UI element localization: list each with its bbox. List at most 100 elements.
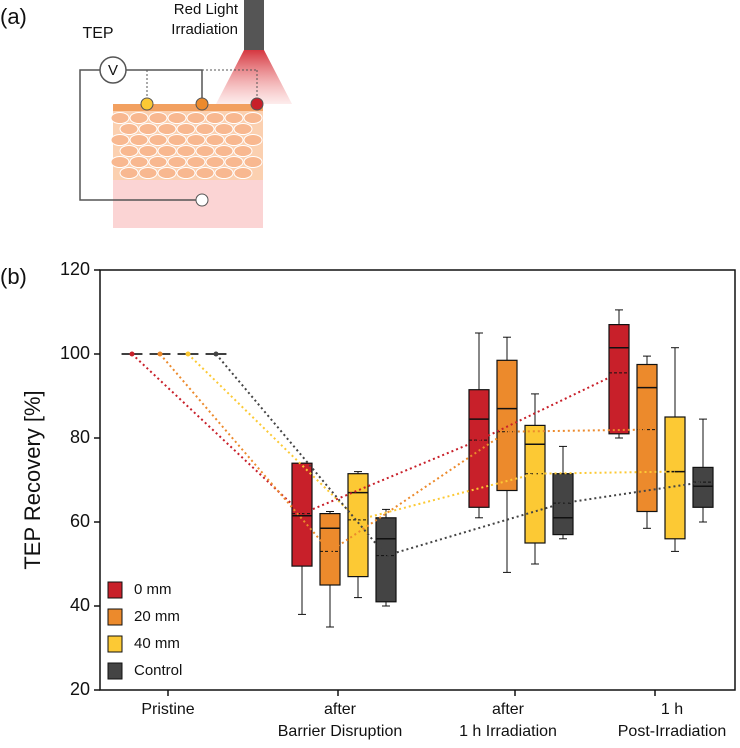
cell	[214, 145, 234, 157]
y-tick-label: 120	[60, 259, 90, 279]
cell	[138, 167, 158, 179]
panel-label: (b)	[0, 264, 27, 289]
box	[319, 512, 341, 586]
y-tick-label: 60	[70, 511, 90, 531]
legend-swatch	[107, 581, 123, 599]
legend-swatch	[107, 635, 123, 653]
wire	[126, 69, 203, 98]
cell	[119, 167, 139, 179]
tep-label: TEP	[82, 25, 113, 42]
cell	[224, 134, 244, 146]
voltmeter-label: V	[108, 62, 118, 79]
cell	[195, 123, 215, 135]
box	[692, 466, 714, 508]
cell	[176, 145, 196, 157]
box	[552, 473, 574, 536]
cell	[224, 112, 244, 124]
cell	[138, 123, 158, 135]
cell	[186, 156, 206, 168]
cell	[205, 112, 225, 124]
cell	[167, 112, 187, 124]
box	[664, 416, 686, 540]
wire	[79, 69, 196, 201]
cell	[243, 156, 263, 168]
x-tick-label: after	[492, 701, 525, 718]
cell	[233, 123, 253, 135]
box	[347, 473, 369, 578]
plot-frame	[99, 269, 736, 691]
y-tick-label: 40	[70, 595, 90, 615]
cell	[176, 167, 196, 179]
cell	[205, 156, 225, 168]
dermis	[113, 178, 263, 228]
cell	[110, 112, 130, 124]
x-tick-label: 1 h	[661, 701, 683, 718]
x-tick-label: 1 h Irradiation	[459, 723, 557, 740]
legend-label: Control	[134, 662, 182, 679]
legend-swatch	[107, 662, 123, 680]
box	[291, 462, 313, 567]
cell	[233, 145, 253, 157]
legend-label: 20 mm	[134, 608, 180, 625]
schematic	[79, 0, 292, 228]
mean-dot	[185, 351, 191, 357]
stratum-corneum	[113, 104, 263, 111]
legend-swatch	[107, 608, 123, 626]
x-tick-label: Post-Irradiation	[618, 723, 727, 740]
cell	[224, 156, 244, 168]
light-beam	[216, 50, 292, 104]
panel-label: (a)	[0, 4, 27, 29]
cell	[243, 112, 263, 124]
y-tick-label: 20	[70, 679, 90, 699]
light-label: Irradiation	[171, 21, 238, 38]
cell	[119, 123, 139, 135]
cell	[205, 134, 225, 146]
cell	[148, 112, 168, 124]
cell	[157, 123, 177, 135]
box	[608, 324, 630, 435]
mean-dot	[157, 351, 163, 357]
mean-trend	[187, 353, 676, 522]
legend-label: 0 mm	[134, 581, 172, 598]
box	[524, 424, 546, 544]
y-tick-label: 100	[60, 343, 90, 363]
legend-label: 40 mm	[134, 635, 180, 652]
mean-dot	[213, 351, 219, 357]
cell	[148, 156, 168, 168]
mean-dot	[129, 351, 135, 357]
mean-trend	[131, 353, 620, 515]
cell	[157, 145, 177, 157]
mean-trend	[215, 353, 704, 557]
cell	[167, 134, 187, 146]
cell	[243, 134, 263, 146]
cell	[119, 145, 139, 157]
cell	[176, 123, 196, 135]
cell	[129, 156, 149, 168]
cell	[186, 112, 206, 124]
voltmeter	[99, 56, 127, 84]
cell	[110, 134, 130, 146]
x-tick-label: after	[324, 701, 357, 718]
y-tick-label: 80	[70, 427, 90, 447]
light-label: Red Light	[174, 1, 239, 18]
cell	[129, 112, 149, 124]
lamp	[244, 0, 264, 50]
cell	[186, 134, 206, 146]
cell	[157, 167, 177, 179]
box	[496, 359, 518, 492]
box	[636, 363, 658, 513]
electrode	[195, 97, 209, 111]
y-axis-label: TEP Recovery [%]	[20, 390, 45, 569]
cell	[167, 156, 187, 168]
electrode	[140, 97, 154, 111]
cell	[110, 156, 130, 168]
x-tick-label: Barrier Disruption	[278, 723, 402, 740]
cell	[214, 167, 234, 179]
cell	[195, 167, 215, 179]
electrode	[195, 193, 209, 207]
x-tick-label: Pristine	[141, 701, 194, 718]
mean-trend	[159, 353, 648, 553]
cell	[195, 145, 215, 157]
cell	[214, 123, 234, 135]
